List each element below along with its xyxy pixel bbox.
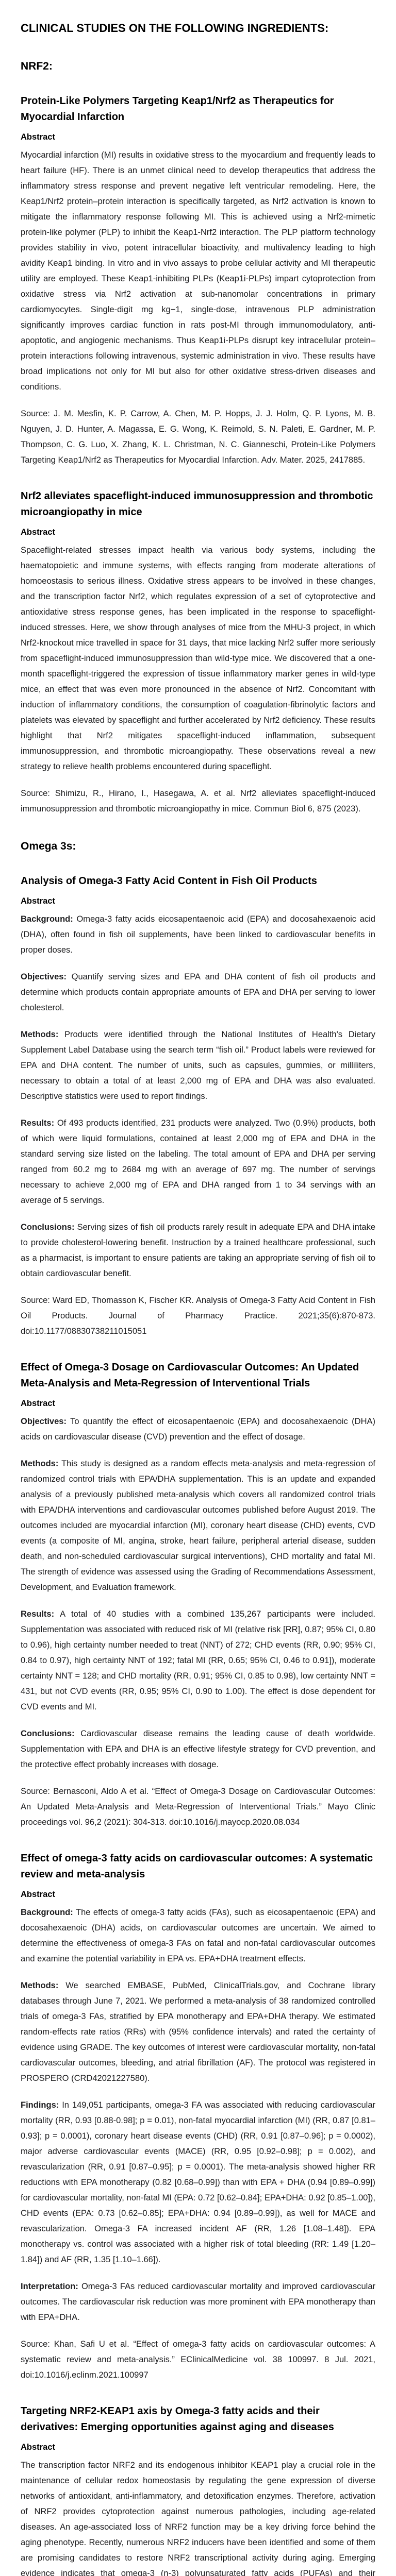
study-source-citation: Source: J. M. Mesfin, K. P. Carrow, A. C… — [21, 409, 375, 465]
paragraph-lead: Background: — [21, 1907, 73, 1917]
abstract-paragraph: Results: A total of 40 studies with a co… — [21, 1606, 375, 1715]
paragraph-text: Quantify serving sizes and EPA and DHA c… — [21, 972, 375, 1012]
paragraph-lead: Findings: — [21, 2100, 59, 2110]
page-title: CLINICAL STUDIES ON THE FOLLOWING INGRED… — [21, 22, 329, 35]
paragraph-lead: Conclusions: — [21, 1222, 75, 1232]
abstract-label: Abstract — [21, 527, 55, 537]
abstract-label: Abstract — [21, 1889, 55, 1899]
abstract-paragraph: The transcription factor NRF2 and its en… — [21, 2458, 375, 2576]
paragraph-text: We searched EMBASE, PubMed, ClinicalTria… — [21, 1980, 375, 2083]
abstract-paragraph: Methods: We searched EMBASE, PubMed, Cli… — [21, 1978, 375, 2086]
study-source-citation: Source: Khan, Safi U et al. “Effect of o… — [21, 2339, 375, 2380]
study-source-citation: Source: Bernasconi, Aldo A et al. “Effec… — [21, 1786, 375, 1827]
abstract-paragraph: Objectives: Quantify serving sizes and E… — [21, 969, 375, 1015]
abstract-label: Abstract — [21, 1398, 55, 1408]
abstract-paragraph: Findings: In 149,051 participants, omega… — [21, 2097, 375, 2267]
paragraph-text: In 149,051 participants, omega-3 FA was … — [21, 2100, 375, 2264]
study-title: Effect of omega-3 fatty acids on cardiov… — [21, 1852, 373, 1880]
ingredient-group-heading: Omega 3s: — [21, 840, 76, 852]
paragraph-lead: Methods: — [21, 1980, 59, 1990]
paragraph-text: Products were identified through the Nat… — [21, 1029, 375, 1101]
abstract-paragraph: Background: Omega-3 fatty acids eicosape… — [21, 911, 375, 958]
abstract-paragraph: Objectives: To quantify the effect of ei… — [21, 1414, 375, 1445]
paragraph-text: To quantify the effect of eicosapentaeno… — [21, 1416, 375, 1442]
abstract-label: Abstract — [21, 896, 55, 906]
abstract-paragraph: Conclusions: Serving sizes of fish oil p… — [21, 1219, 375, 1281]
paragraph-text: Myocardial infarction (MI) results in ox… — [21, 150, 375, 392]
study-title: Effect of Omega-3 Dosage on Cardiovascul… — [21, 1361, 359, 1389]
paragraph-lead: Results: — [21, 1609, 55, 1619]
paragraph-lead: Interpretation: — [21, 2281, 78, 2291]
paragraph-text: The transcription factor NRF2 and its en… — [21, 2460, 375, 2576]
paragraph-lead: Background: — [21, 914, 73, 924]
abstract-paragraph: Interpretation: Omega-3 FAs reduced card… — [21, 2279, 375, 2325]
abstract-paragraph: Results: Of 493 products identified, 231… — [21, 1115, 375, 1208]
study-title: Analysis of Omega-3 Fatty Acid Content i… — [21, 875, 317, 887]
study-title: Nrf2 alleviates spaceflight-induced immu… — [21, 490, 373, 518]
paragraph-lead: Objectives: — [21, 1416, 67, 1426]
abstract-paragraph: Spaceflight-related stresses impact heal… — [21, 543, 375, 774]
study-title: Protein-Like Polymers Targeting Keap1/Nr… — [21, 95, 334, 123]
abstract-label: Abstract — [21, 2442, 55, 2452]
study-source-citation: Source: Ward ED, Thomasson K, Fischer KR… — [21, 1295, 375, 1336]
paragraph-text: Omega-3 FAs reduced cardiovascular morta… — [21, 2281, 375, 2322]
abstract-paragraph: Conclusions: Cardiovascular disease rema… — [21, 1726, 375, 1772]
abstract-paragraph: Methods: This study is designed as a ran… — [21, 1456, 375, 1595]
paragraph-text: Cardiovascular disease remains the leadi… — [21, 1728, 375, 1769]
paragraph-text: Serving sizes of fish oil products rarel… — [21, 1222, 375, 1278]
abstract-label: Abstract — [21, 132, 55, 142]
paragraph-text: A total of 40 studies with a combined 13… — [21, 1609, 375, 1711]
abstract-paragraph: Methods: Products were identified throug… — [21, 1027, 375, 1104]
paragraph-lead: Methods: — [21, 1029, 59, 1039]
paragraph-text: This study is designed as a random effec… — [21, 1459, 375, 1592]
studies-container: NRF2: Protein-Like Polymers Targeting Kea… — [21, 60, 375, 2576]
abstract-paragraph: Background: The effects of omega-3 fatty… — [21, 1905, 375, 1967]
abstract-paragraph: Myocardial infarction (MI) results in ox… — [21, 147, 375, 395]
paragraph-lead: Conclusions: — [21, 1728, 75, 1738]
paragraph-text: Omega-3 fatty acids eicosapentaenoic aci… — [21, 914, 375, 955]
paragraph-lead: Results: — [21, 1118, 55, 1128]
paragraph-lead: Methods: — [21, 1459, 59, 1468]
paragraph-lead: Objectives: — [21, 972, 67, 981]
paragraph-text: Spaceflight-related stresses impact heal… — [21, 545, 375, 771]
study-source-citation: Source: Shimizu, R., Hirano, I., Hasegaw… — [21, 788, 375, 814]
paragraph-text: The effects of omega-3 fatty acids (FAs)… — [21, 1907, 375, 1963]
study-title: Targeting NRF2-KEAP1 axis by Omega-3 fat… — [21, 2405, 334, 2433]
ingredient-group-heading: NRF2: — [21, 60, 53, 72]
paragraph-text: Of 493 products identified, 231 products… — [21, 1118, 376, 1205]
